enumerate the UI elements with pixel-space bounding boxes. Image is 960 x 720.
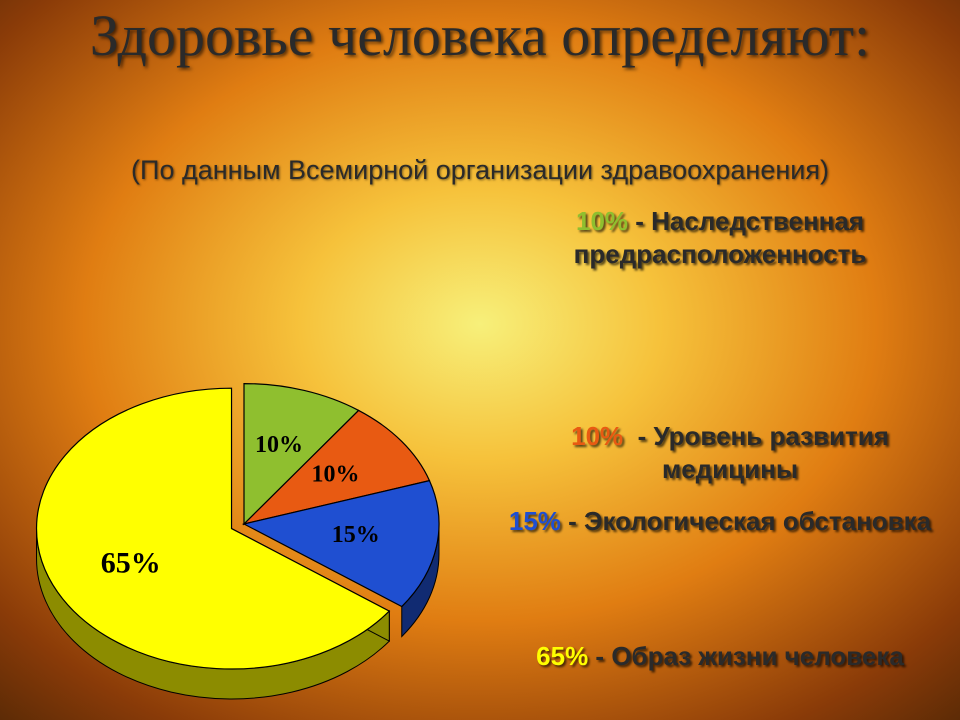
legend-item-lifestyle: 65% - Образ жизни человека	[500, 640, 940, 673]
pie-slice-label-heredity: 10%	[255, 432, 303, 458]
pie-chart: 10% 10% 15% 65%	[30, 310, 458, 720]
pie-slice-label-lifestyle: 65%	[101, 546, 161, 579]
legend-item-ecology: 15% - Экологическая обстановка	[500, 505, 940, 538]
legend-sep: -	[630, 421, 653, 451]
legend-pct: 15%	[509, 506, 561, 536]
pie-slice-label-ecology: 15%	[332, 522, 380, 548]
pie-svg: 10% 10% 15% 65%	[30, 310, 458, 720]
slide-subtitle-text: (По данным Всемирной организации здравоо…	[131, 155, 829, 185]
slide-title: Здоровье человека определяют:	[0, 8, 960, 63]
slide-subtitle: (По данным Всемирной организации здравоо…	[0, 155, 960, 186]
legend-item-medicine: 10% - Уровень развития медицины	[520, 420, 940, 485]
legend-pct: 65%	[536, 641, 588, 671]
slide: Здоровье человека определяют: (По данным…	[0, 0, 960, 720]
slide-title-text: Здоровье человека определяют:	[90, 3, 870, 68]
legend-pct: 10%	[571, 421, 630, 451]
legend-sep: -	[561, 506, 584, 536]
pie-slice-label-medicine: 10%	[311, 462, 359, 488]
legend-item-heredity: 10% - Наследственная предрасположенность	[500, 205, 940, 270]
legend-pct: 10%	[576, 206, 628, 236]
legend-text: Образ жизни человека	[611, 641, 904, 671]
legend-text: Экологическая обстановка	[584, 506, 931, 536]
legend-sep: -	[628, 206, 651, 236]
legend-text: Уровень развития медицины	[653, 421, 888, 484]
legend-sep: -	[588, 641, 611, 671]
